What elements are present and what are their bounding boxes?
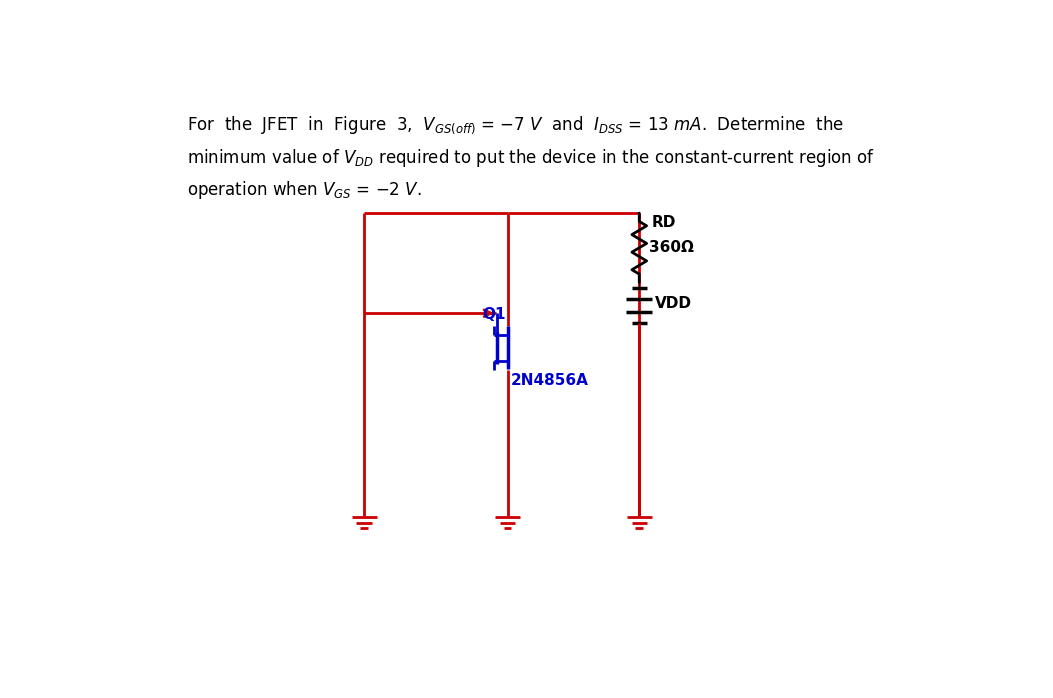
Text: VDD: VDD xyxy=(655,297,692,311)
Text: Q1: Q1 xyxy=(482,306,506,322)
Text: minimum value of $V_{DD}$ required to put the device in the constant-current reg: minimum value of $V_{DD}$ required to pu… xyxy=(187,147,875,169)
Text: 360Ω: 360Ω xyxy=(650,240,694,255)
Text: RD: RD xyxy=(652,216,676,230)
Text: 2N4856A: 2N4856A xyxy=(511,373,589,388)
Text: operation when $V_{GS}$ = −2 $V$.: operation when $V_{GS}$ = −2 $V$. xyxy=(187,179,422,201)
Text: For  the  JFET  in  Figure  3,  $V_{GS(off)}$ = −7 $V$  and  $I_{DSS}$ = 13 $mA$: For the JFET in Figure 3, $V_{GS(off)}$ … xyxy=(187,114,845,136)
